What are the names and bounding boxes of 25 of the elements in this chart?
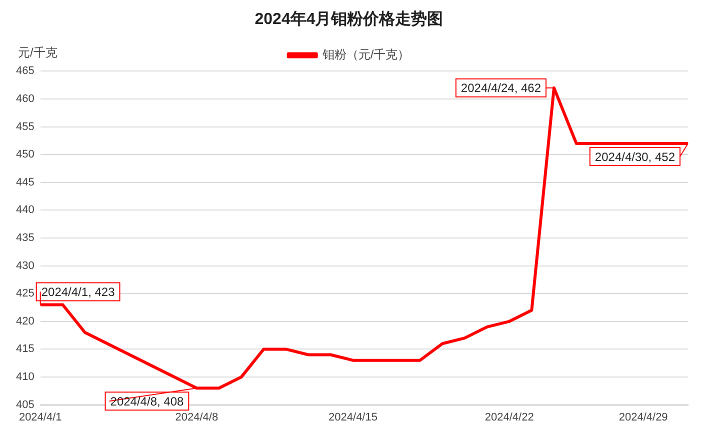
x-tick-label: 2024/4/15 [328,411,378,424]
y-tick-label: 410 [16,371,34,384]
legend-label: 钼粉（元/千克） [321,48,410,62]
y-tick-label: 455 [16,120,34,133]
data-label: 2024/4/8, 408 [110,394,184,408]
x-tick-label: 2024/4/29 [618,411,668,424]
y-tick-label: 445 [16,176,34,188]
y-tick-label: 440 [16,204,34,216]
y-tick-label: 405 [16,398,34,411]
y-tick-label: 425 [16,288,34,300]
y-tick-label: 435 [16,232,34,244]
chart-title: 2024年4月钼粉价格走势图 [254,10,444,28]
x-tick-label: 2024/4/22 [484,411,534,424]
data-label: 2024/4/24, 462 [460,81,542,96]
data-label: 2024/4/1, 423 [41,285,116,300]
data-label: 2024/4/30, 452 [594,150,676,164]
x-tick-label: 2024/4/8 [175,411,218,424]
y-tick-label: 415 [16,343,34,356]
y-tick-label: 430 [16,260,34,272]
y-tick-label: 420 [16,315,34,328]
y-axis-title: 元/千克 [18,46,58,60]
y-tick-label: 465 [16,65,34,78]
x-tick-label: 2024/4/1 [18,411,62,424]
y-tick-label: 450 [16,148,34,161]
y-tick-label: 460 [16,93,34,106]
